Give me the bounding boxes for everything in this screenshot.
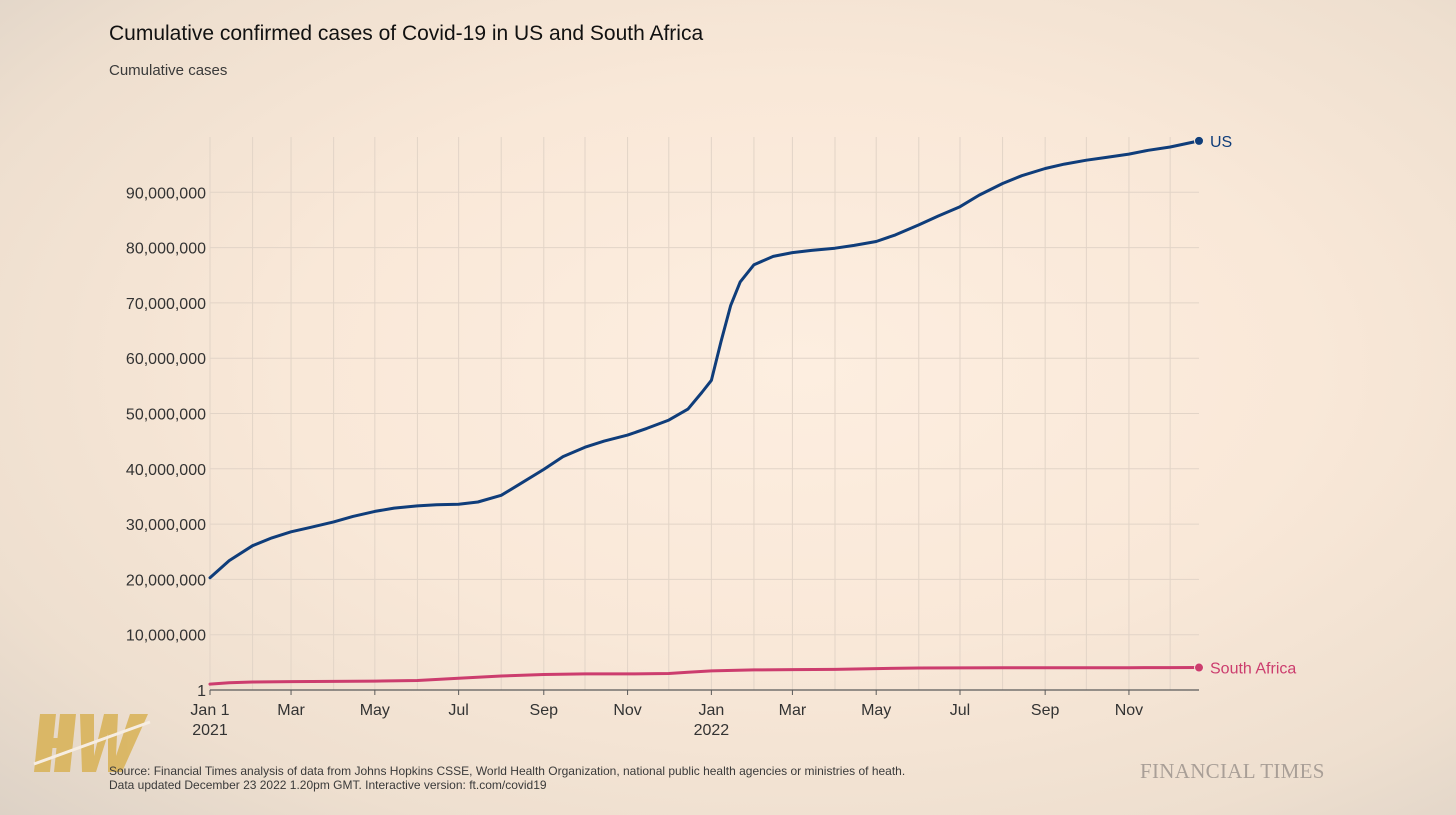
series: US South Africa [208, 134, 1296, 686]
update-note: Data updated December 23 2022 1.20pm GMT… [109, 778, 547, 792]
y-tick-label: 80,000,000 [126, 241, 206, 258]
y-tick-label: 70,000,000 [126, 296, 206, 313]
hw-watermark-logo [33, 714, 151, 772]
x-tick-label: Mar [277, 702, 305, 719]
axes: 1 10,000,000 20,000,000 30,000,000 40,000,00… [126, 185, 1199, 739]
us-line [208, 139, 1201, 580]
x-tick-year-label: 2021 [192, 722, 228, 739]
grid [209, 137, 1199, 690]
x-tick-label: Sep [1031, 702, 1060, 719]
x-tick-label: Jul [448, 702, 468, 719]
us-series-label: US [1210, 134, 1232, 151]
y-tick-label: 90,000,000 [126, 185, 206, 202]
y-tick-label: 50,000,000 [126, 407, 206, 424]
y-tick-label: 40,000,000 [126, 462, 206, 479]
chart-footer: Source: Financial Times analysis of data… [109, 764, 905, 792]
us-end-marker [1194, 135, 1204, 146]
financial-times-logo: FINANCIAL TIMES [1140, 759, 1325, 783]
y-tick-label: 1 [197, 683, 206, 700]
chart-subtitle: Cumulative cases [109, 62, 228, 79]
chart-title: Cumulative confirmed cases of Covid-19 i… [109, 22, 704, 45]
x-tick-label: Jan [698, 702, 724, 719]
y-tick-label: 20,000,000 [126, 572, 206, 589]
x-tick-label: Nov [1115, 702, 1143, 719]
south-africa-series-label: South Africa [1210, 661, 1296, 678]
x-tick-label: Jul [950, 702, 970, 719]
source-note: Source: Financial Times analysis of data… [109, 764, 906, 778]
south-africa-line [208, 666, 1201, 686]
y-tick-label: 30,000,000 [126, 517, 206, 534]
x-tick-label: Jan 1 [190, 702, 229, 719]
x-tick-label: Mar [779, 702, 807, 719]
x-tick-year-label: 2022 [694, 722, 730, 739]
y-tick-label: 10,000,000 [126, 628, 206, 645]
x-tick-label: May [360, 702, 390, 719]
x-tick-label: Sep [530, 702, 559, 719]
y-tick-label: 60,000,000 [126, 351, 206, 368]
x-tick-label: Nov [613, 702, 641, 719]
south-africa-end-marker [1194, 662, 1204, 673]
x-tick-label: May [861, 702, 891, 719]
